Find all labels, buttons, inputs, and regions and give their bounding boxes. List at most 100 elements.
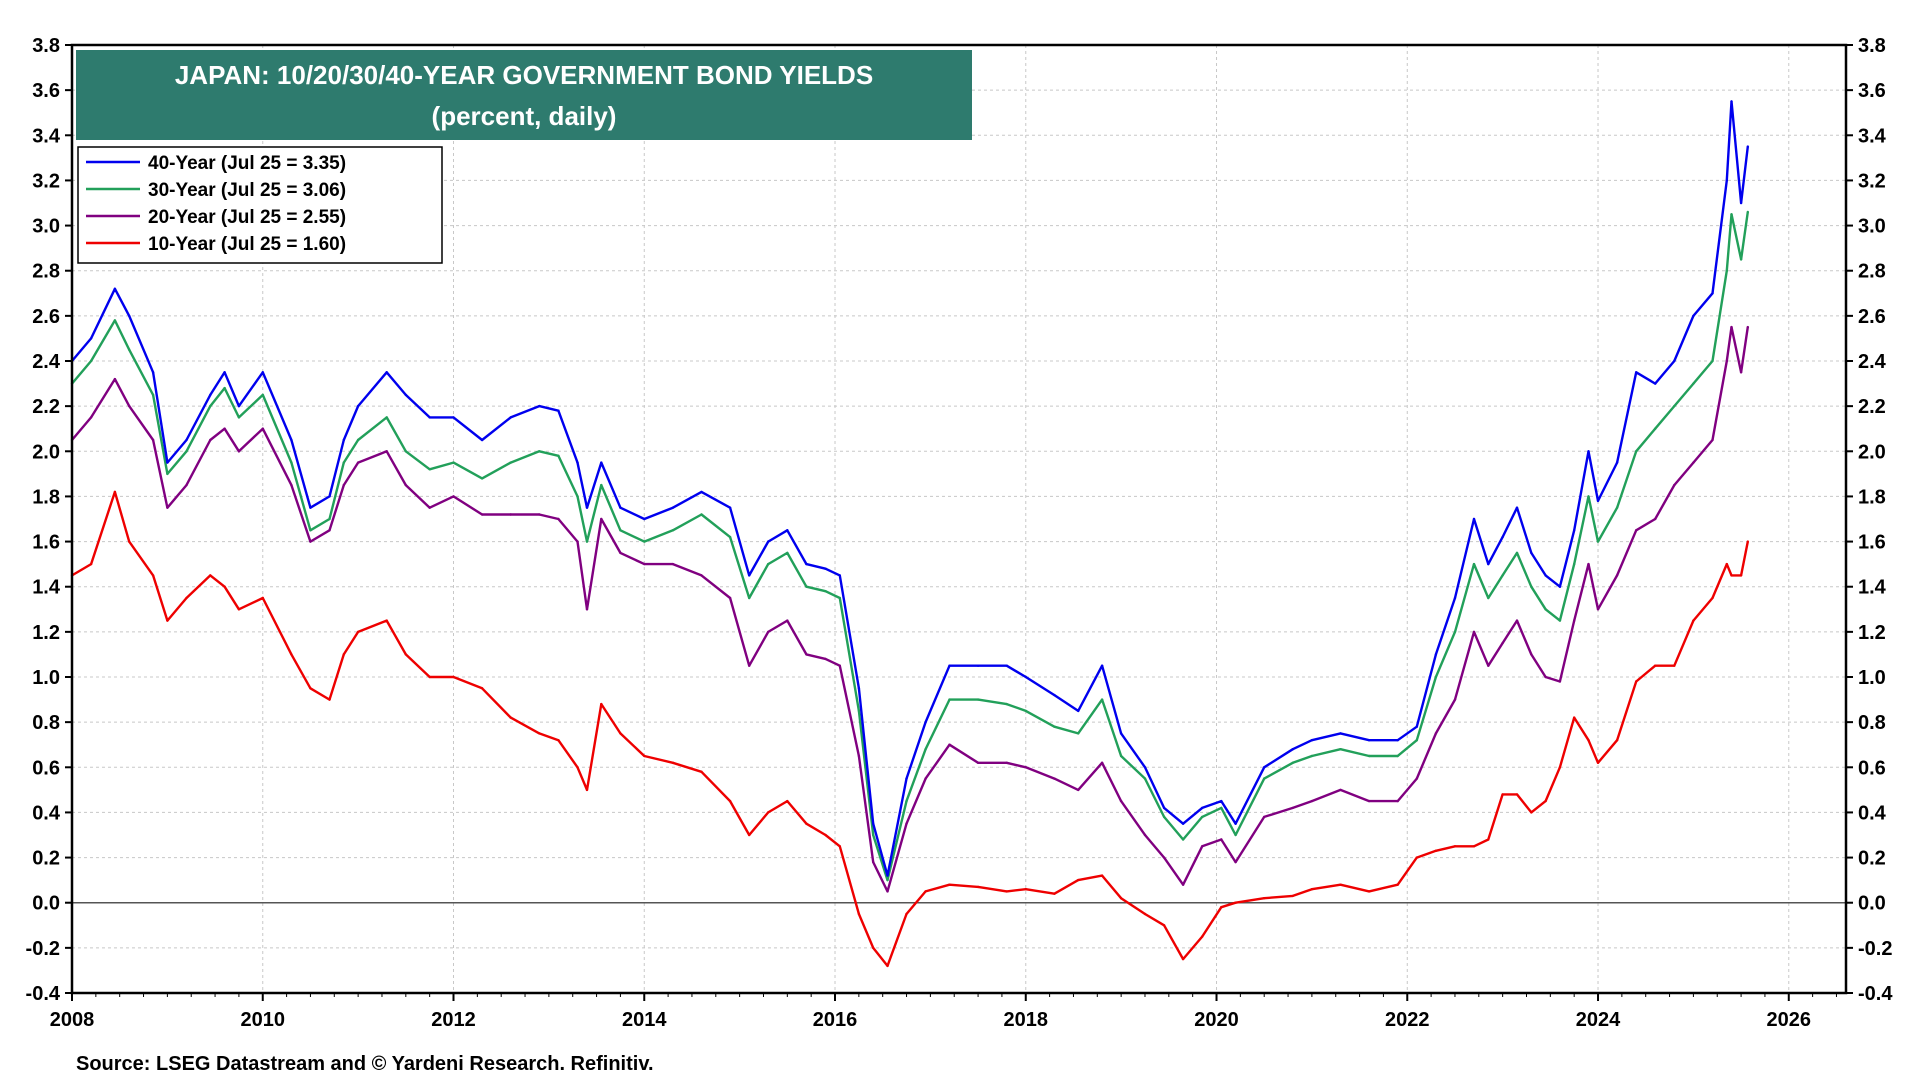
series-point-3 — [948, 883, 951, 886]
y-tick-label-right: 1.2 — [1858, 622, 1886, 644]
source-note: Source: LSEG Datastream and © Yardeni Re… — [76, 1053, 654, 1075]
series-point-0 — [671, 506, 675, 509]
series-point-3 — [328, 698, 331, 701]
series-point-3 — [309, 687, 312, 690]
y-tick-label-right: -0.2 — [1858, 938, 1892, 960]
series-point-0 — [1077, 709, 1080, 713]
y-tick-label-right: 2.8 — [1858, 261, 1886, 283]
series-point-1 — [356, 438, 360, 442]
series-point-2 — [1515, 619, 1519, 622]
y-tick-label-left: 2.6 — [32, 306, 60, 328]
series-point-0 — [428, 416, 431, 419]
series-point-0 — [1005, 664, 1008, 667]
series-point-2 — [309, 540, 312, 543]
series-point-2 — [1692, 461, 1695, 464]
series-point-1 — [838, 596, 841, 600]
series-point-1 — [1143, 777, 1147, 780]
x-tick-label: 2020 — [1194, 1009, 1239, 1031]
series-point-0 — [1725, 179, 1729, 182]
series-point-3 — [1673, 664, 1676, 667]
y-tick-label-left: 1.6 — [32, 532, 60, 554]
y-tick-label-left: 1.4 — [32, 577, 61, 599]
series-point-2 — [404, 483, 407, 487]
series-point-3 — [700, 770, 703, 773]
series-point-3 — [1573, 716, 1576, 719]
series-point-2 — [452, 495, 455, 498]
series-point-2 — [1119, 799, 1123, 803]
series-point-1 — [1291, 761, 1295, 764]
series-point-0 — [557, 409, 560, 412]
series-point-0 — [1234, 822, 1237, 825]
series-point-2 — [290, 483, 293, 487]
y-tick-label-left: 3.8 — [32, 35, 60, 57]
series-point-1 — [1453, 630, 1457, 634]
series-point-2 — [700, 574, 703, 577]
series-point-2 — [356, 461, 360, 464]
series-point-1 — [1162, 815, 1166, 819]
series-point-2 — [1339, 788, 1342, 792]
series-point-1 — [1501, 574, 1504, 577]
series-line-2 — [71, 325, 1749, 893]
series-point-1 — [1596, 540, 1600, 543]
y-tick-label-left: 1.2 — [32, 622, 60, 644]
series-point-2 — [1558, 680, 1562, 683]
series-point-0 — [1596, 499, 1600, 503]
series-point-3 — [1291, 894, 1295, 898]
series-point-1 — [428, 468, 431, 471]
series-point-3 — [600, 702, 603, 706]
series-point-1 — [404, 450, 407, 453]
series-point-3 — [356, 630, 360, 634]
series-point-2 — [1053, 777, 1056, 780]
series-point-3 — [1100, 874, 1104, 877]
series-point-1 — [600, 483, 603, 487]
y-tick-label-right: 0.2 — [1858, 848, 1886, 870]
legend-label-2: 20-Year (Jul 25 = 2.55) — [148, 207, 346, 228]
series-point-3 — [185, 596, 188, 600]
y-tick-label-left: 0.0 — [32, 893, 60, 915]
legend-label-0: 40-Year (Jul 25 = 3.35) — [148, 153, 346, 174]
series-point-3 — [1487, 838, 1490, 841]
series-point-1 — [89, 359, 93, 363]
series-point-1 — [576, 495, 579, 498]
series-point-3 — [404, 653, 407, 656]
series-point-0 — [1453, 596, 1457, 600]
series-point-0 — [1367, 739, 1371, 742]
series-point-2 — [1143, 833, 1147, 837]
series-point-3 — [1201, 935, 1204, 938]
y-tick-label-right: 0.0 — [1858, 893, 1886, 915]
series-point-1 — [128, 348, 131, 351]
y-tick-label-left: 0.8 — [32, 712, 60, 734]
series-point-3 — [886, 964, 889, 968]
series-point-0 — [1673, 359, 1676, 363]
series-point-3 — [113, 490, 117, 494]
series-point-0 — [1143, 766, 1147, 769]
series-point-0 — [1100, 664, 1104, 667]
series-lines — [70, 100, 1750, 968]
series-point-1 — [924, 748, 927, 751]
series-line-0 — [71, 100, 1749, 877]
y-tick-label-right: -0.4 — [1858, 983, 1893, 1005]
series-point-0 — [1339, 732, 1342, 735]
series-point-0 — [924, 720, 927, 724]
series-point-0 — [1739, 201, 1743, 205]
series-point-2 — [128, 404, 131, 408]
series-point-0 — [600, 461, 603, 464]
series-point-3 — [89, 562, 93, 566]
series-point-2 — [1635, 529, 1638, 532]
y-tick-label-left: -0.4 — [26, 983, 61, 1005]
series-point-3 — [1053, 892, 1056, 895]
y-tick-label-right: 1.4 — [1858, 577, 1887, 599]
series-point-2 — [237, 450, 241, 453]
series-point-0 — [1635, 371, 1638, 374]
series-point-1 — [237, 416, 241, 419]
series-point-1 — [767, 562, 770, 566]
series-point-1 — [1367, 754, 1371, 758]
series-point-0 — [1396, 739, 1399, 742]
series-point-3 — [585, 788, 589, 792]
series-point-1 — [480, 477, 484, 480]
y-tick-label-right: 1.6 — [1858, 532, 1886, 554]
x-tick-label: 2014 — [622, 1009, 667, 1031]
series-point-2 — [1263, 815, 1266, 819]
series-point-3 — [1077, 878, 1080, 882]
series-point-3 — [342, 653, 345, 656]
